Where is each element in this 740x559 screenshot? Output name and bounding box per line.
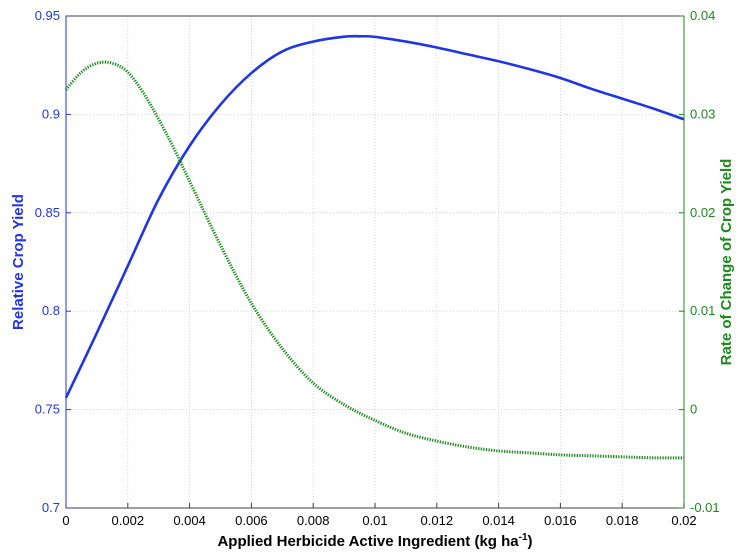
x-tick-label: 0.004	[173, 513, 206, 528]
right-y-tick-label: -0.01	[690, 500, 720, 515]
x-axis-ticks: 0 0.002 0.004 0.006 0.008 0.01 0.012 0.014 0.016…	[62, 503, 697, 528]
left-y-tick-label: 0.75	[35, 402, 60, 417]
x-tick-label: 0.012	[421, 513, 454, 528]
x-tick-label: 0.02	[671, 513, 696, 528]
left-y-tick-label: 0.9	[42, 106, 60, 121]
series-layer	[64, 34, 685, 460]
right-y-tick-label: 0.04	[690, 8, 715, 23]
grid-lines	[66, 16, 684, 508]
x-tick-label: 0.018	[606, 513, 639, 528]
left-y-tick-label: 0.8	[42, 303, 60, 318]
right-y-tick-label: 0.02	[690, 205, 715, 220]
left-y-axis-title: Relative Crop Yield	[10, 194, 27, 330]
x-tick-label: 0.006	[235, 513, 268, 528]
x-axis-title-superscript: -1	[519, 532, 528, 543]
right-y-axis-title: Rate of Change of Crop Yield	[718, 159, 735, 366]
relative-crop-yield-line	[64, 34, 685, 399]
left-y-tick-label: 0.95	[35, 8, 60, 23]
x-tick-label: 0	[62, 513, 69, 528]
right-y-tick-label: 0.01	[690, 303, 715, 318]
right-y-tick-label: 0.03	[690, 106, 715, 121]
x-tick-label: 0.014	[482, 513, 515, 528]
x-tick-label: 0.002	[112, 513, 145, 528]
left-y-axis-ticks: 0.7 0.75 0.8 0.85 0.9 0.95	[35, 8, 71, 515]
right-y-tick-label: 0	[690, 402, 697, 417]
x-tick-label: 0.016	[544, 513, 577, 528]
left-y-tick-label: 0.85	[35, 205, 60, 220]
x-axis-title: Applied Herbicide Active Ingredient (kg …	[217, 532, 532, 550]
x-tick-label: 0.01	[362, 513, 387, 528]
left-y-tick-label: 0.7	[42, 500, 60, 515]
right-y-axis-ticks: -0.01 0 0.01 0.02 0.03 0.04	[679, 8, 720, 515]
x-tick-label: 0.008	[297, 513, 330, 528]
x-axis-title-suffix: )	[528, 533, 533, 550]
